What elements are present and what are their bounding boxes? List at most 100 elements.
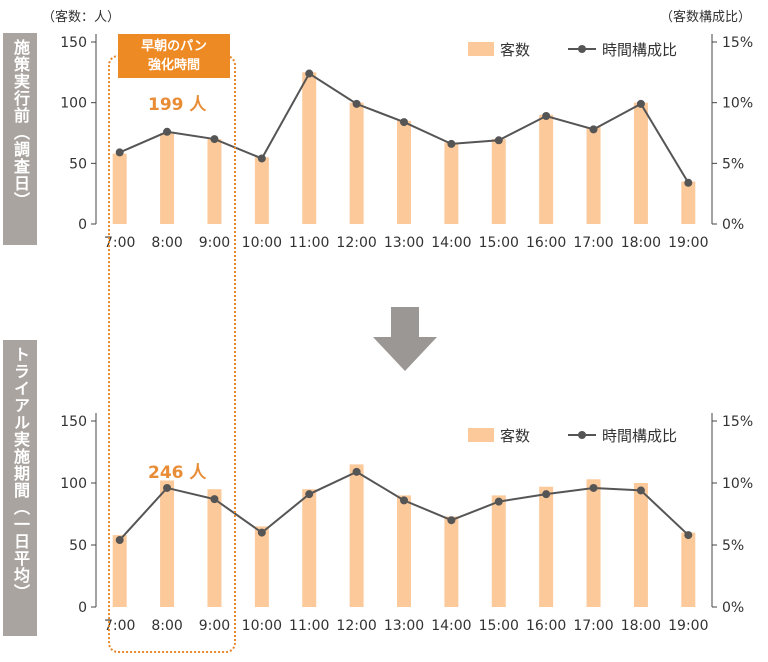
legend-line-label: 時間構成比 [602,41,677,59]
side-label-before: 施策実行前（調査日） [3,33,37,245]
category-label: 14:00 [431,618,471,634]
category-label: 7:00 [104,235,135,251]
right-tick-label: 0% [722,217,744,233]
bar [254,157,269,224]
category-label: 14:00 [431,235,471,251]
bar [302,72,317,224]
left-tick-label: 100 [60,476,87,492]
share-point [494,497,503,506]
right-tick-label: 0% [722,600,744,616]
share-point [352,99,361,108]
category-label: 15:00 [479,618,519,634]
left-tick-label: 150 [60,414,87,430]
category-label: 7:00 [104,618,135,634]
share-point [542,112,551,121]
category-label: 13:00 [384,235,424,251]
share-point [257,528,266,537]
highlight-total-before: 199 人 [148,95,207,115]
category-label: 15:00 [479,235,519,251]
legend-bar-swatch [468,428,494,442]
legend-line-marker [578,45,586,53]
bar [349,102,364,224]
category-label: 17:00 [573,618,613,634]
category-label: 19:00 [668,235,708,251]
share-point [163,127,172,136]
share-point [684,531,693,540]
legend-line-label: 時間構成比 [602,427,677,445]
bar [349,464,364,607]
category-label: 13:00 [384,618,424,634]
share-point [447,139,456,148]
category-label: 18:00 [621,235,661,251]
bar [586,126,601,224]
category-label: 12:00 [336,618,376,634]
bar [112,535,127,607]
share-point [305,490,314,499]
bar [207,139,222,224]
category-label: 12:00 [336,235,376,251]
legend-line-marker [578,431,586,439]
share-point [210,135,219,144]
share-point [305,69,314,78]
category-label: 8:00 [151,235,182,251]
bar [633,483,648,607]
left-axis-unit: （客数：人） [42,10,121,25]
down-arrow-icon [373,307,437,371]
share-point [542,490,551,499]
category-label: 18:00 [621,618,661,634]
category-label: 9:00 [199,235,230,251]
bar [397,120,411,224]
share-point [400,496,408,505]
bar [444,142,459,224]
left-tick-label: 0 [78,217,87,233]
right-tick-label: 5% [722,156,744,172]
bar [160,480,175,607]
legend-bar-label: 客数 [500,427,530,445]
category-label: 8:00 [151,618,182,634]
bar [444,516,459,607]
category-label: 19:00 [668,618,708,634]
left-tick-label: 50 [69,156,87,172]
share-point [589,125,598,134]
legend-bar-label: 客数 [500,41,530,59]
bar [112,153,127,224]
bar [539,114,554,224]
bar [397,495,411,607]
right-tick-label: 5% [722,538,744,554]
bar [681,181,696,224]
share-point [257,154,266,163]
category-label: 10:00 [242,618,282,634]
share-point [400,118,408,127]
highlight-total-trial: 246 人 [148,463,207,483]
highlight-label: 早朝のパン 強化時間 [118,34,230,78]
category-label: 9:00 [199,618,230,634]
bar [207,489,222,607]
left-tick-label: 50 [69,538,87,554]
bar [491,139,506,224]
share-point [163,483,172,492]
category-label: 11:00 [289,235,329,251]
share-point [210,495,219,504]
bar [254,526,269,607]
bar [539,486,554,607]
share-point [352,467,361,476]
category-label: 11:00 [289,618,329,634]
category-label: 16:00 [526,618,566,634]
share-point [589,483,598,492]
highlight-period-box [108,55,236,653]
left-tick-label: 100 [60,96,87,112]
share-point [636,486,645,495]
bar [491,495,506,607]
share-point [494,136,503,145]
legend-bar-swatch [468,42,494,56]
share-point [447,516,456,525]
share-point [115,148,124,157]
bar [586,479,601,607]
bar [681,532,696,607]
share-point [115,536,124,545]
bar [302,489,317,607]
left-tick-label: 150 [60,35,87,51]
category-label: 16:00 [526,235,566,251]
share-point [636,99,645,108]
